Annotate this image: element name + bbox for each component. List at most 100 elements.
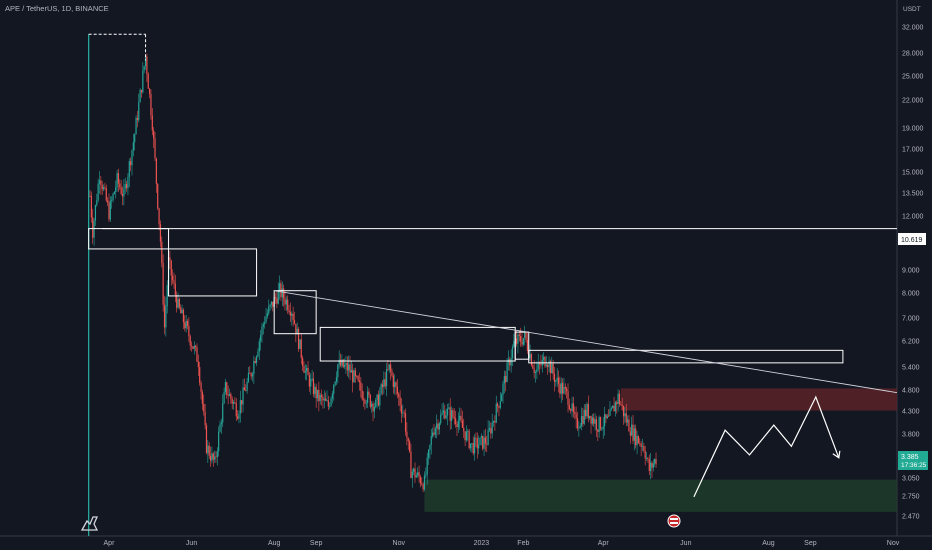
candle-body: [310, 379, 312, 387]
candle-body: [388, 364, 390, 370]
candle-body: [390, 364, 392, 372]
candle-body: [300, 339, 302, 358]
price-tick-label: 12.000: [902, 214, 924, 221]
candle-body: [580, 416, 583, 427]
candle-body: [583, 409, 585, 424]
candle-body: [582, 416, 584, 424]
candle-body: [387, 369, 389, 370]
support-zone[interactable]: [424, 479, 897, 512]
candle-body: [154, 138, 156, 159]
candle-body: [104, 187, 106, 189]
candle-body: [540, 364, 542, 366]
candle-body: [543, 356, 545, 360]
candle-body: [608, 415, 610, 417]
candle-body: [193, 345, 195, 349]
candle-body: [238, 413, 240, 419]
candle-body: [288, 310, 290, 313]
candle-body: [124, 184, 126, 189]
candle-body: [293, 320, 296, 324]
candle-body: [162, 263, 164, 305]
candle-body: [352, 370, 354, 383]
candle-body: [169, 257, 171, 261]
candle-body: [635, 428, 637, 446]
candle-body: [650, 462, 652, 472]
candle-body: [633, 428, 635, 441]
price-tick-label: 8.000: [902, 291, 920, 298]
candle-body: [243, 387, 245, 391]
candle-body: [601, 428, 603, 430]
candle-body: [326, 400, 328, 402]
candle-body: [473, 437, 476, 454]
candle-body: [325, 398, 327, 401]
candle-body: [371, 403, 373, 407]
candle-body: [549, 361, 552, 374]
box-drawing[interactable]: [273, 290, 317, 335]
candle-body: [184, 322, 186, 329]
candle-body: [586, 403, 588, 417]
candle-body: [216, 451, 218, 458]
candle-body: [98, 180, 101, 184]
projection-path[interactable]: [693, 395, 840, 498]
candle-body: [123, 188, 125, 197]
projection-arrowhead: [832, 450, 841, 459]
price-tick-label: 5.400: [902, 365, 920, 372]
candle-body: [306, 367, 308, 372]
candle-body: [625, 413, 627, 423]
candle-body: [102, 187, 105, 190]
candle-body: [213, 456, 216, 460]
time-axis[interactable]: Apr Jun Aug Sep Nov 2023 Feb Apr Jun Aug Sep Nov: [0, 535, 932, 547]
box-drawing[interactable]: [168, 248, 258, 297]
candle-body: [480, 435, 482, 438]
event-flag-icon[interactable]: [667, 514, 681, 528]
candle-body: [449, 407, 451, 421]
candle-body: [316, 389, 319, 399]
candle-body: [226, 382, 228, 396]
candle-body: [174, 283, 176, 295]
box-drawing[interactable]: [88, 228, 170, 250]
candle-body: [429, 445, 431, 451]
candle-body: [115, 187, 117, 192]
candle-body: [314, 386, 316, 395]
candle-body: [578, 427, 580, 429]
candle-body: [445, 415, 447, 419]
candle-body: [166, 285, 168, 307]
candle-body: [415, 475, 417, 478]
candle-body: [433, 432, 435, 435]
candle-body: [140, 89, 143, 93]
candle-body: [602, 426, 604, 429]
candle-body: [469, 443, 472, 449]
candle-body: [537, 363, 539, 370]
box-drawing[interactable]: [528, 349, 844, 364]
candle-body: [506, 362, 508, 383]
candle-body: [544, 356, 546, 367]
box-drawing[interactable]: [319, 326, 516, 362]
candle-body: [379, 393, 381, 406]
candle-body: [269, 304, 271, 307]
candle-body: [241, 400, 243, 405]
price-axis[interactable]: USDT 32.000 28.000 25.000 22.000 19.000 17.00…: [896, 0, 924, 536]
candle-body: [498, 406, 500, 408]
box-drawing[interactable]: [514, 331, 530, 360]
candle-body: [330, 398, 332, 406]
resistance-zone[interactable]: [620, 388, 897, 411]
candle-body: [312, 378, 315, 395]
candle-body: [362, 399, 365, 401]
candle-body: [427, 450, 430, 458]
candle-body: [459, 415, 461, 421]
candle-body: [329, 405, 331, 407]
candle-body: [357, 376, 359, 381]
candle-body: [192, 346, 194, 349]
candle-body: [478, 444, 480, 449]
candle-body: [358, 380, 361, 383]
candle-body: [398, 393, 400, 398]
time-tick-label: Sep: [804, 540, 817, 547]
candle-body: [268, 306, 270, 314]
candle-body: [486, 443, 488, 445]
trendline[interactable]: [274, 290, 898, 394]
candle-body: [149, 88, 151, 94]
candle-body: [250, 373, 252, 377]
candle-body: [644, 450, 646, 459]
candle-body: [442, 410, 445, 413]
candle-body: [339, 359, 342, 366]
